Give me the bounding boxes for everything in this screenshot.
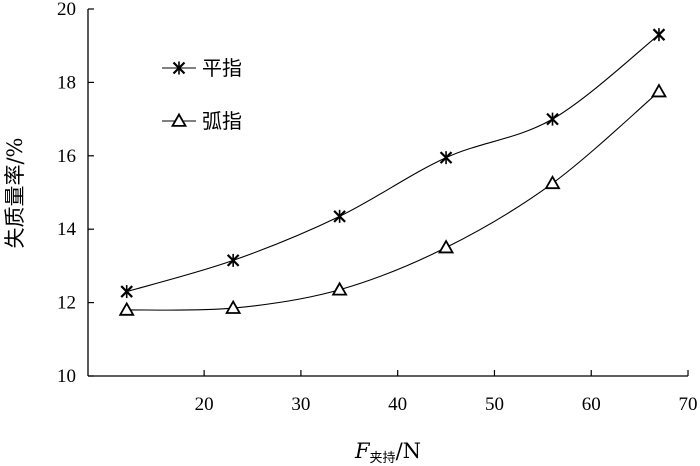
legend-label: 平指 — [202, 56, 242, 80]
x-tick-label: 70 — [679, 394, 698, 415]
series-layer — [118, 28, 668, 316]
data-point — [331, 281, 348, 296]
x-axis-title: F夹持/N — [354, 439, 421, 466]
x-tick-label: 60 — [582, 394, 601, 415]
data-point — [118, 301, 135, 316]
y-tick-label: 18 — [57, 72, 76, 93]
data-point — [546, 112, 559, 126]
data-point — [225, 299, 242, 314]
axes — [87, 9, 688, 377]
series-2 — [118, 83, 668, 316]
x-ticks: 20 30 40 50 60 70 — [195, 370, 698, 415]
series-line — [126, 91, 660, 311]
y-tick-label: 16 — [57, 146, 76, 167]
data-point — [333, 209, 346, 223]
data-point — [120, 285, 133, 299]
series-line — [126, 34, 660, 293]
data-point — [226, 253, 240, 267]
y-tick-label: 10 — [57, 366, 76, 387]
y-tick-label: 12 — [57, 293, 76, 314]
y-tick-label: 14 — [57, 219, 77, 240]
y-axis-title: 失质量率/% — [3, 137, 27, 248]
data-point — [438, 239, 455, 254]
legend-marker — [172, 61, 186, 75]
y-tick-label: 20 — [57, 0, 76, 20]
legend-label: 弧指 — [202, 109, 242, 133]
data-point — [544, 175, 561, 190]
x-tick-label: 30 — [291, 394, 310, 415]
data-point — [650, 83, 668, 98]
legend-item-2: 弧指 — [162, 109, 242, 133]
x-tick-label: 40 — [388, 394, 407, 415]
x-tick-label: 20 — [195, 394, 214, 415]
data-point — [652, 28, 666, 42]
data-point — [439, 151, 453, 165]
legend-marker — [170, 112, 188, 127]
series-1 — [120, 28, 666, 299]
y-ticks: 10 12 14 16 18 20 — [57, 0, 94, 387]
legend-item-1: 平指 — [162, 56, 242, 80]
x-tick-label: 50 — [485, 394, 504, 415]
